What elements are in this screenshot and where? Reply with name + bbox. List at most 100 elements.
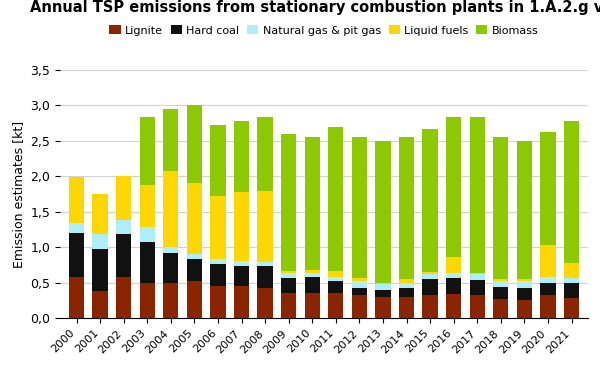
Bar <box>163 109 178 171</box>
Bar <box>163 283 178 318</box>
Bar <box>116 234 131 277</box>
Bar <box>352 279 367 281</box>
Bar <box>493 299 508 318</box>
Bar <box>140 185 155 227</box>
Bar <box>422 279 438 295</box>
Bar <box>517 281 532 288</box>
Bar <box>352 295 367 318</box>
Bar <box>470 274 485 280</box>
Bar <box>422 274 438 279</box>
Bar <box>328 127 343 270</box>
Bar <box>470 295 485 318</box>
Bar <box>92 249 108 291</box>
Bar <box>540 277 556 283</box>
Bar <box>281 279 296 293</box>
Bar <box>446 117 461 257</box>
Bar <box>328 270 343 277</box>
Bar <box>470 280 485 295</box>
Bar <box>140 242 155 283</box>
Bar <box>234 192 249 261</box>
Bar <box>352 137 367 279</box>
Bar <box>399 288 414 297</box>
Bar <box>375 290 391 297</box>
Bar <box>281 274 296 279</box>
Bar <box>234 267 249 286</box>
Bar <box>140 283 155 318</box>
Bar <box>375 283 391 284</box>
Bar <box>257 191 273 262</box>
Bar <box>140 118 155 185</box>
Bar <box>493 137 508 279</box>
Bar <box>116 277 131 318</box>
Bar <box>540 132 556 245</box>
Bar <box>470 273 485 274</box>
Bar <box>69 223 84 233</box>
Bar <box>281 271 296 274</box>
Bar <box>210 286 226 318</box>
Bar <box>187 258 202 281</box>
Bar <box>187 184 202 254</box>
Bar <box>305 277 320 293</box>
Bar <box>234 261 249 267</box>
Bar <box>210 258 226 264</box>
Legend: Lignite, Hard coal, Natural gas & pit gas, Liquid fuels, Biomass: Lignite, Hard coal, Natural gas & pit ga… <box>105 21 543 40</box>
Bar <box>517 300 532 318</box>
Y-axis label: Emission estimates [kt]: Emission estimates [kt] <box>12 120 25 268</box>
Bar <box>446 279 461 294</box>
Bar <box>564 298 579 318</box>
Bar <box>116 220 131 234</box>
Bar <box>422 129 438 272</box>
Bar <box>92 194 108 234</box>
Bar <box>446 257 461 274</box>
Bar <box>163 247 178 253</box>
Bar <box>446 274 461 279</box>
Bar <box>493 287 508 299</box>
Bar <box>305 273 320 277</box>
Bar <box>305 137 320 270</box>
Bar <box>69 277 84 318</box>
Bar <box>257 118 273 191</box>
Bar <box>281 134 296 271</box>
Bar <box>187 281 202 318</box>
Bar <box>517 279 532 281</box>
Bar <box>234 121 249 192</box>
Bar <box>564 263 579 279</box>
Title: Annual TSP emissions from stationary combustion plants in 1.A.2.g viii: Annual TSP emissions from stationary com… <box>30 0 600 14</box>
Bar <box>517 142 532 279</box>
Bar <box>328 277 343 281</box>
Bar <box>92 234 108 249</box>
Bar <box>210 196 226 258</box>
Bar <box>493 279 508 281</box>
Bar <box>352 288 367 295</box>
Bar <box>257 267 273 288</box>
Bar <box>69 177 84 223</box>
Bar <box>116 176 131 220</box>
Bar <box>163 171 178 247</box>
Bar <box>305 293 320 318</box>
Bar <box>399 279 414 283</box>
Bar <box>540 295 556 318</box>
Bar <box>493 281 508 287</box>
Bar <box>187 105 202 184</box>
Bar <box>305 270 320 273</box>
Bar <box>234 286 249 318</box>
Bar <box>470 117 485 273</box>
Bar <box>210 264 226 286</box>
Bar <box>540 283 556 295</box>
Bar <box>69 233 84 277</box>
Bar <box>92 291 108 318</box>
Bar <box>399 137 414 279</box>
Bar <box>446 294 461 318</box>
Bar <box>257 262 273 267</box>
Bar <box>163 253 178 283</box>
Bar <box>422 272 438 274</box>
Bar <box>375 284 391 290</box>
Bar <box>281 293 296 318</box>
Bar <box>540 245 556 277</box>
Bar <box>375 141 391 283</box>
Bar <box>210 125 226 196</box>
Bar <box>517 288 532 300</box>
Bar <box>564 121 579 263</box>
Bar <box>328 281 343 293</box>
Bar <box>140 227 155 242</box>
